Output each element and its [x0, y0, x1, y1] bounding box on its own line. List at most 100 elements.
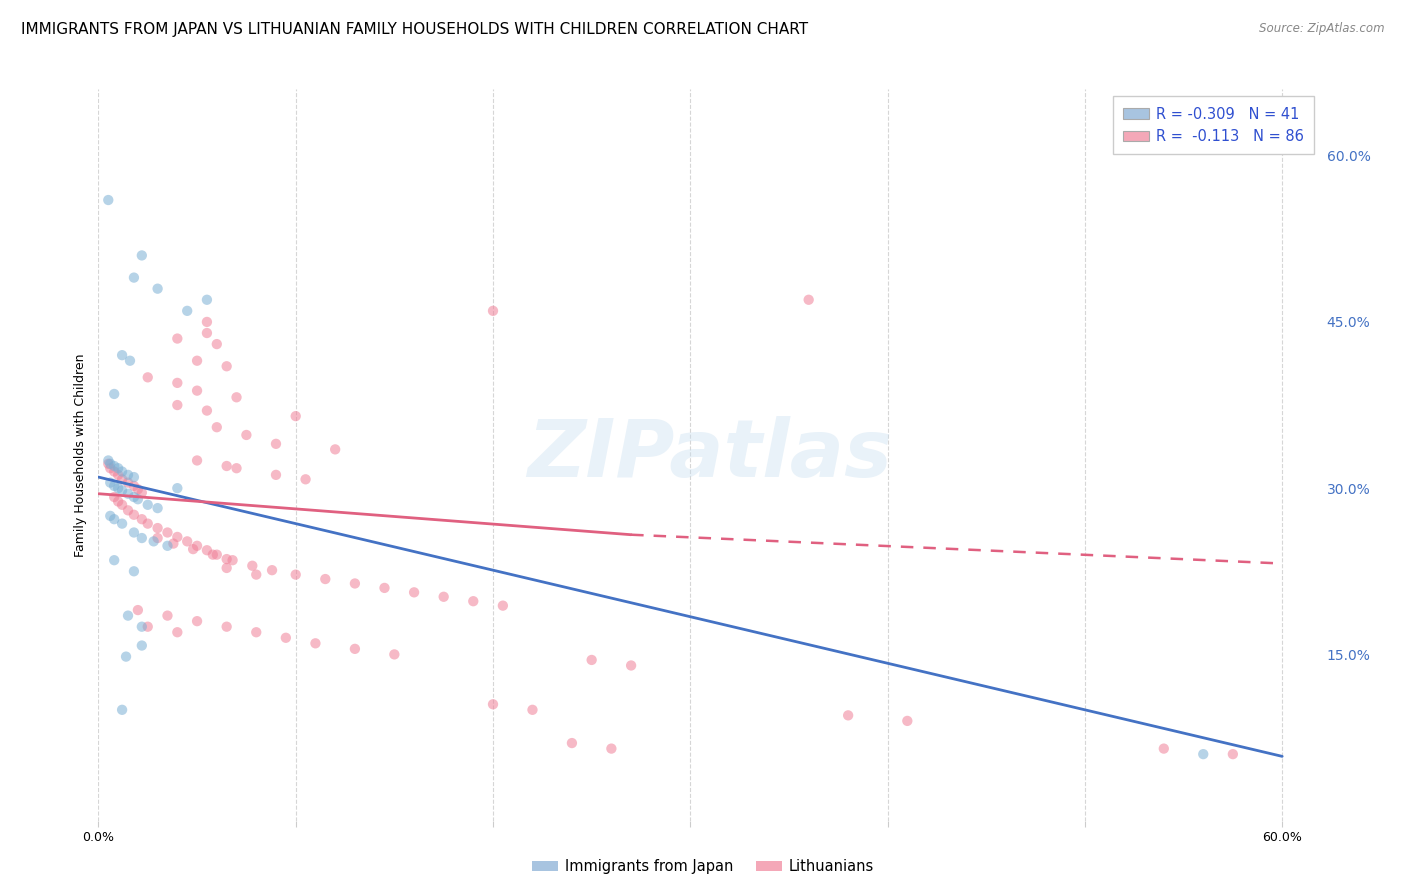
- Point: [131, 620, 153, 634]
- Point: [166, 332, 188, 346]
- Point: [166, 530, 188, 544]
- Point: [382, 648, 405, 662]
- Point: [107, 494, 129, 508]
- Point: [463, 594, 485, 608]
- Point: [195, 403, 218, 417]
- Point: [323, 442, 346, 457]
- Point: [122, 525, 145, 540]
- Point: [122, 564, 145, 578]
- Point: [195, 315, 218, 329]
- Point: [166, 398, 188, 412]
- Point: [122, 470, 145, 484]
- Text: ZIPatlas: ZIPatlas: [527, 416, 893, 494]
- Point: [107, 461, 129, 475]
- Point: [131, 531, 153, 545]
- Point: [215, 561, 238, 575]
- Point: [620, 658, 643, 673]
- Point: [314, 572, 336, 586]
- Point: [117, 467, 139, 482]
- Point: [122, 270, 145, 285]
- Point: [1192, 747, 1215, 761]
- Point: [176, 303, 198, 318]
- Point: [107, 467, 129, 482]
- Point: [195, 543, 218, 558]
- Point: [245, 625, 267, 640]
- Point: [373, 581, 395, 595]
- Point: [156, 525, 179, 540]
- Point: [103, 458, 125, 473]
- Point: [111, 516, 134, 531]
- Point: [131, 512, 153, 526]
- Point: [284, 567, 307, 582]
- Point: [195, 293, 218, 307]
- Point: [127, 483, 149, 497]
- Point: [98, 475, 121, 490]
- Legend: Immigrants from Japan, Lithuanians: Immigrants from Japan, Lithuanians: [526, 854, 880, 880]
- Point: [146, 282, 169, 296]
- Point: [136, 620, 159, 634]
- Text: IMMIGRANTS FROM JAPAN VS LITHUANIAN FAMILY HOUSEHOLDS WITH CHILDREN CORRELATION : IMMIGRANTS FROM JAPAN VS LITHUANIAN FAMI…: [21, 22, 808, 37]
- Point: [186, 453, 208, 467]
- Point: [235, 428, 257, 442]
- Point: [221, 553, 243, 567]
- Point: [195, 326, 218, 340]
- Point: [146, 531, 169, 545]
- Y-axis label: Family Households with Children: Family Households with Children: [75, 353, 87, 557]
- Point: [103, 512, 125, 526]
- Point: [103, 553, 125, 567]
- Point: [122, 479, 145, 493]
- Point: [136, 516, 159, 531]
- Point: [166, 481, 188, 495]
- Point: [136, 370, 159, 384]
- Point: [186, 614, 208, 628]
- Point: [115, 649, 138, 664]
- Point: [111, 472, 134, 486]
- Point: [205, 420, 228, 434]
- Point: [201, 548, 224, 562]
- Point: [131, 485, 153, 500]
- Point: [581, 653, 603, 667]
- Point: [146, 521, 169, 535]
- Point: [142, 534, 165, 549]
- Point: [205, 548, 228, 562]
- Point: [111, 498, 134, 512]
- Point: [896, 714, 918, 728]
- Point: [284, 409, 307, 424]
- Point: [118, 353, 141, 368]
- Point: [240, 558, 263, 573]
- Point: [103, 479, 125, 493]
- Point: [225, 461, 247, 475]
- Point: [522, 703, 544, 717]
- Point: [111, 465, 134, 479]
- Point: [117, 608, 139, 623]
- Point: [215, 359, 238, 374]
- Point: [131, 639, 153, 653]
- Point: [1222, 747, 1244, 761]
- Point: [215, 458, 238, 473]
- Point: [98, 461, 121, 475]
- Point: [103, 465, 125, 479]
- Point: [492, 599, 515, 613]
- Point: [127, 492, 149, 507]
- Point: [98, 508, 121, 523]
- Point: [166, 625, 188, 640]
- Point: [117, 503, 139, 517]
- Point: [131, 248, 153, 262]
- Point: [156, 539, 179, 553]
- Point: [97, 193, 120, 207]
- Point: [98, 457, 121, 471]
- Point: [97, 457, 120, 471]
- Point: [166, 376, 188, 390]
- Point: [117, 486, 139, 500]
- Point: [181, 542, 204, 557]
- Point: [186, 539, 208, 553]
- Point: [122, 490, 145, 504]
- Point: [600, 741, 623, 756]
- Point: [215, 620, 238, 634]
- Point: [343, 641, 366, 656]
- Point: [186, 384, 208, 398]
- Point: [186, 353, 208, 368]
- Point: [264, 437, 287, 451]
- Point: [205, 337, 228, 351]
- Point: [146, 501, 169, 516]
